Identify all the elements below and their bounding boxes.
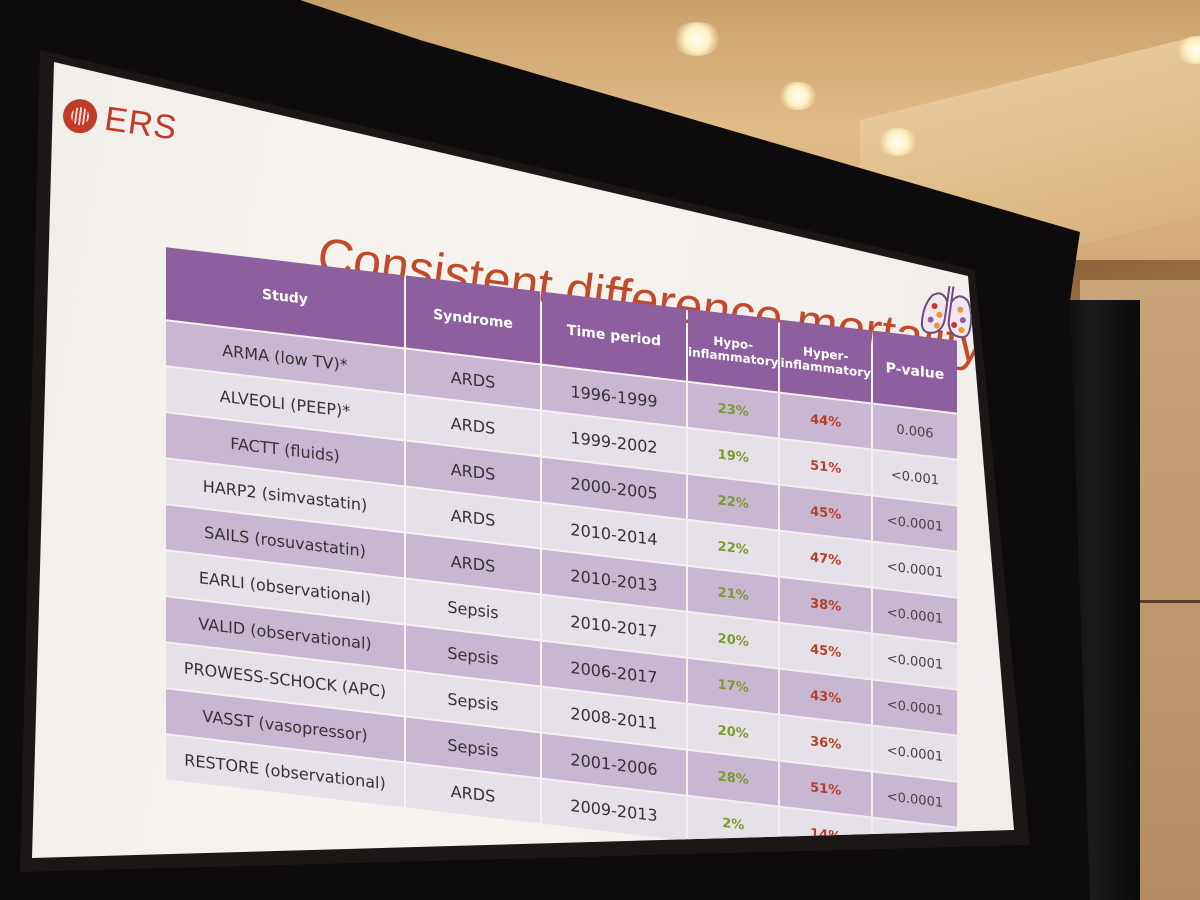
- cell-hypo: 20%: [688, 704, 779, 760]
- cell-hypo: 22%: [688, 520, 779, 576]
- cell-p-value: <0.0001: [872, 542, 957, 597]
- ceiling-light: [672, 22, 722, 56]
- cell-p-value: <0.0001: [872, 726, 957, 781]
- cell-hyper: 38%: [780, 577, 871, 633]
- header-p-value: P-value: [872, 330, 957, 413]
- cell-hyper: 43%: [780, 669, 871, 725]
- cell-p-value: 0.006: [872, 404, 957, 459]
- wall-seam: [1080, 600, 1200, 603]
- cell-p-value: <0.0001: [872, 588, 957, 643]
- mortality-table: Study Syndrome Time period Hypo-inflamma…: [164, 245, 959, 858]
- ceiling-light: [778, 82, 818, 110]
- cell-hypo: 20%: [688, 612, 779, 668]
- cell-hyper: 51%: [780, 439, 871, 495]
- lungs-icon: [920, 285, 973, 339]
- cell-hyper: 45%: [780, 623, 871, 679]
- cell-p-value: <0.0001: [872, 496, 957, 551]
- cell-hypo: 23%: [688, 382, 779, 438]
- ceiling-light: [878, 128, 918, 156]
- cell-hypo: 22%: [688, 474, 779, 530]
- cell-hyper: 44%: [780, 393, 871, 449]
- header-hypo-inflammatory: Hypo-inflammatory: [688, 308, 778, 392]
- cell-hyper: 45%: [780, 485, 871, 541]
- cell-p-value: <0.0001: [872, 680, 957, 735]
- cell-p-value: <0.0001: [872, 772, 957, 827]
- cell-hyper: 51%: [780, 761, 871, 817]
- cell-hypo: 21%: [688, 566, 779, 622]
- header-hyper-inflammatory: Hyper-inflammatory: [780, 319, 871, 403]
- cell-hypo: 17%: [688, 658, 779, 714]
- header-syndrome: Syndrome: [406, 275, 540, 364]
- cell-hyper: 36%: [780, 715, 871, 771]
- cell-p-value: <0.001: [872, 450, 957, 505]
- ers-logo-mark-icon: [60, 96, 100, 135]
- table-body: ARMA (low TV)* ARDS 1996-1999 23% 44% 0.006 AL…: [166, 321, 957, 858]
- cell-hypo: 28%: [688, 750, 779, 806]
- cell-hypo: 19%: [688, 428, 779, 484]
- cell-hyper: 47%: [780, 531, 871, 587]
- cell-p-value: <0.0001: [872, 634, 957, 689]
